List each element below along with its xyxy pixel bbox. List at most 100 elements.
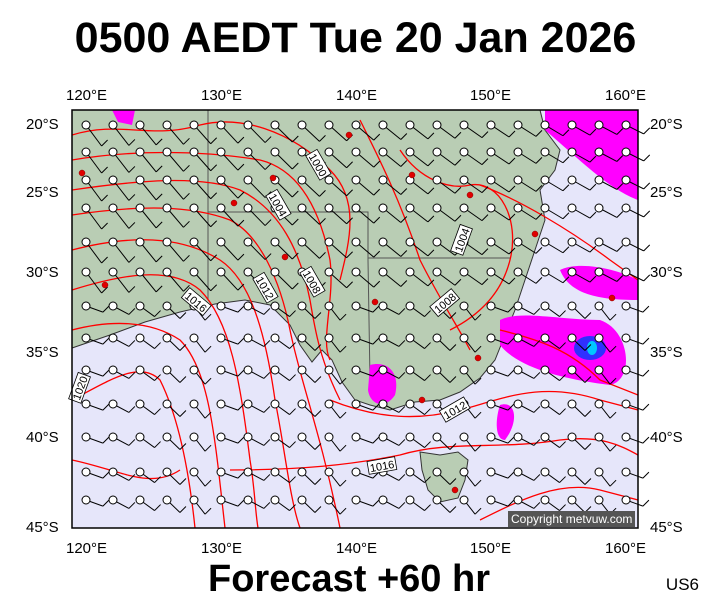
wind-barb [432, 467, 457, 485]
wind-barb [162, 147, 190, 172]
wind-barb [162, 267, 190, 292]
wind-barb [405, 203, 435, 223]
wind-barb [405, 120, 435, 140]
wind-barb [324, 333, 347, 353]
wind-barb [513, 237, 543, 254]
wind-barb [270, 301, 296, 317]
wind-barb [162, 120, 190, 145]
wind-barb [243, 203, 272, 226]
wind-barb [324, 467, 347, 487]
wind-barb [270, 120, 299, 143]
wind-barb [459, 467, 482, 487]
wind-barb [189, 237, 218, 262]
wind-barb [324, 399, 347, 419]
lon-tick-top: 160°E [605, 87, 647, 104]
wind-barb [540, 467, 566, 483]
wind-barb [108, 432, 136, 446]
wind-barb [621, 432, 650, 444]
wind-barb [108, 175, 136, 201]
wind-barb [486, 147, 516, 165]
wind-barb [432, 203, 462, 222]
wind-barb [351, 301, 380, 313]
wind-barb [405, 467, 431, 483]
wind-barb [513, 495, 541, 509]
wind-barb [162, 399, 187, 417]
wind-barb [486, 301, 515, 313]
wind-barb [351, 365, 380, 377]
wind-barb [621, 147, 651, 162]
wind-barb [513, 399, 541, 413]
wind-barb [189, 175, 218, 200]
wind-barb [621, 399, 650, 411]
wind-barb [216, 120, 245, 144]
wind-barb [432, 495, 457, 513]
wind-barb [486, 203, 516, 221]
wind-barb [108, 147, 136, 173]
lon-tick-bottom: 160°E [605, 540, 647, 557]
wind-barb [81, 365, 110, 377]
wind-barb [594, 365, 617, 385]
wind-barb [540, 432, 566, 448]
wind-barb [594, 467, 617, 487]
wind-barb [81, 432, 110, 444]
wind-barb [567, 365, 592, 383]
wind-barb [81, 267, 108, 294]
wind-barb [351, 237, 381, 258]
wind-barb [243, 333, 271, 347]
wind-barb [513, 432, 541, 446]
wind-barb [108, 203, 136, 229]
wind-barb [108, 365, 136, 379]
wind-barb [297, 203, 326, 225]
wind-barb [540, 399, 566, 415]
wind-barb [540, 237, 570, 254]
wind-barb [243, 365, 271, 379]
wind-barb [297, 175, 326, 197]
wind-barb [189, 399, 212, 419]
wind-barb [351, 267, 381, 288]
wind-barb [486, 267, 516, 285]
wind-barb [135, 365, 161, 381]
wind-barb [243, 175, 272, 198]
wind-barb [432, 120, 462, 139]
wind-barb [567, 399, 592, 417]
wind-barb [378, 495, 406, 509]
wind-barb [378, 267, 408, 287]
wind-barb [378, 301, 406, 315]
wind-barb [540, 365, 566, 381]
wind-barb [567, 175, 597, 191]
wind-barb [189, 333, 212, 353]
wind-barb [162, 203, 190, 228]
wind-barb [216, 432, 245, 444]
wind-barb [108, 237, 136, 263]
wind-barb [189, 432, 212, 452]
wind-barb [189, 203, 218, 228]
wind-barb [486, 333, 515, 345]
wind-barb [594, 301, 617, 321]
lat-tick-left: 30°S [26, 264, 59, 281]
wind-barb [81, 175, 108, 202]
wind-barb [243, 120, 272, 143]
wind-barb [621, 120, 651, 135]
wind-barb [351, 432, 380, 444]
isobar-label: 1016 [366, 456, 398, 475]
isobar-line [71, 121, 351, 281]
wind-barb [189, 467, 212, 487]
wind-barb [405, 365, 431, 381]
lat-tick-right: 45°S [650, 519, 683, 536]
wind-barb [540, 175, 570, 192]
wind-barb [378, 399, 406, 413]
wind-barb [486, 432, 515, 444]
wind-barb [432, 365, 457, 383]
wind-barb [81, 333, 110, 345]
wind-barb [297, 237, 326, 259]
wind-barb [135, 175, 163, 201]
svg-text:1016: 1016 [369, 459, 395, 475]
wind-barb [378, 203, 408, 223]
wind-barb [459, 432, 482, 452]
wind-barb [297, 365, 322, 383]
wind-stations [81, 120, 651, 515]
wind-barb [405, 147, 435, 167]
wind-barb [108, 467, 136, 481]
wind-barb [135, 495, 161, 511]
lat-tick-left: 35°S [26, 344, 59, 361]
